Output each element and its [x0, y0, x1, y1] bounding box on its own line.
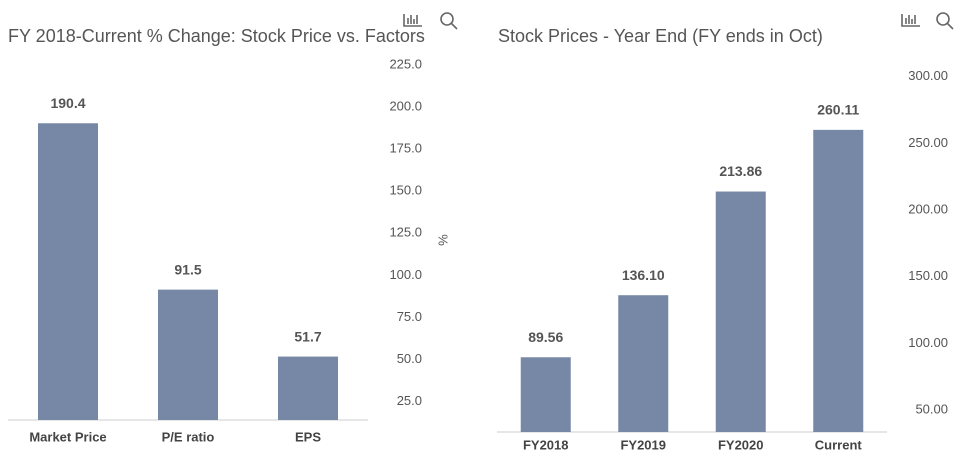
value-label: 91.5: [174, 261, 201, 277]
bar: [520, 357, 571, 432]
chart-type-icon[interactable]: [403, 14, 422, 27]
y-axis-label: %: [436, 234, 451, 246]
y-tick-label: 200.00: [908, 201, 948, 216]
bar: [715, 191, 766, 432]
value-label: 190.4: [50, 95, 85, 111]
bar: [278, 356, 338, 420]
bar: [618, 295, 669, 432]
x-tick-label: FY2020: [718, 437, 764, 452]
chart-icons-2[interactable]: [901, 12, 954, 30]
y-tick-label: 150.00: [908, 268, 948, 283]
y-tick-label: 125.0: [389, 225, 422, 240]
value-label: 136.10: [622, 267, 665, 283]
y-tick-label: 100.0: [389, 267, 422, 282]
y-tick-label: 25.0: [397, 393, 422, 408]
chart-type-icon[interactable]: [901, 14, 920, 27]
y-tick-label: 225.0: [389, 56, 422, 71]
chart-title: FY 2018-Current % Change: Stock Price vs…: [8, 26, 425, 46]
y-tick-label: 250.00: [908, 135, 948, 150]
value-label: 51.7: [294, 328, 321, 344]
bar: [158, 289, 218, 420]
y-tick-label: 75.0: [397, 309, 422, 324]
y-tick-label: 50.00: [915, 401, 948, 416]
bar: [38, 123, 98, 421]
value-label: 260.11: [817, 102, 859, 118]
x-tick-label: P/E ratio: [162, 429, 215, 444]
x-tick-label: EPS: [295, 429, 321, 444]
y-tick-label: 200.0: [389, 99, 422, 114]
zoom-icon[interactable]: [936, 12, 950, 26]
y-tick-label: 100.00: [908, 335, 948, 350]
y-tick-label: 300.00: [908, 68, 948, 83]
value-label: 213.86: [719, 163, 762, 179]
x-tick-label: FY2018: [523, 437, 569, 452]
zoom-icon-handle: [450, 22, 458, 30]
x-tick-label: Current: [815, 437, 863, 452]
zoom-icon-handle: [946, 22, 954, 30]
x-tick-label: FY2019: [620, 437, 666, 452]
zoom-icon[interactable]: [440, 12, 454, 26]
y-tick-label: 50.0: [397, 351, 422, 366]
value-label: 89.56: [528, 329, 563, 345]
chart-icons-1[interactable]: [403, 12, 458, 30]
bar: [813, 129, 864, 432]
chart-title: Stock Prices - Year End (FY ends in Oct): [498, 26, 823, 46]
y-tick-label: 150.0: [389, 183, 422, 198]
x-tick-label: Market Price: [29, 429, 106, 444]
y-tick-label: 175.0: [389, 141, 422, 156]
